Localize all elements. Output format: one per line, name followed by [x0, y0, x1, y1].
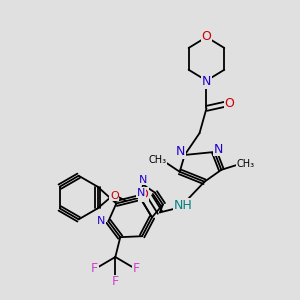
Text: CH₃: CH₃ [236, 159, 254, 169]
Text: O: O [138, 188, 148, 201]
Text: F: F [91, 262, 98, 275]
Text: N: N [176, 146, 185, 158]
Text: CH₃: CH₃ [149, 155, 167, 165]
Text: F: F [133, 262, 140, 275]
Text: O: O [202, 30, 212, 43]
Text: N: N [214, 142, 223, 155]
Text: O: O [110, 190, 119, 201]
Text: O: O [224, 97, 234, 110]
Text: N: N [202, 75, 211, 88]
Text: N: N [97, 216, 106, 226]
Text: N: N [139, 175, 147, 185]
Text: N: N [137, 188, 145, 198]
Text: F: F [112, 275, 119, 288]
Text: NH: NH [173, 199, 192, 212]
